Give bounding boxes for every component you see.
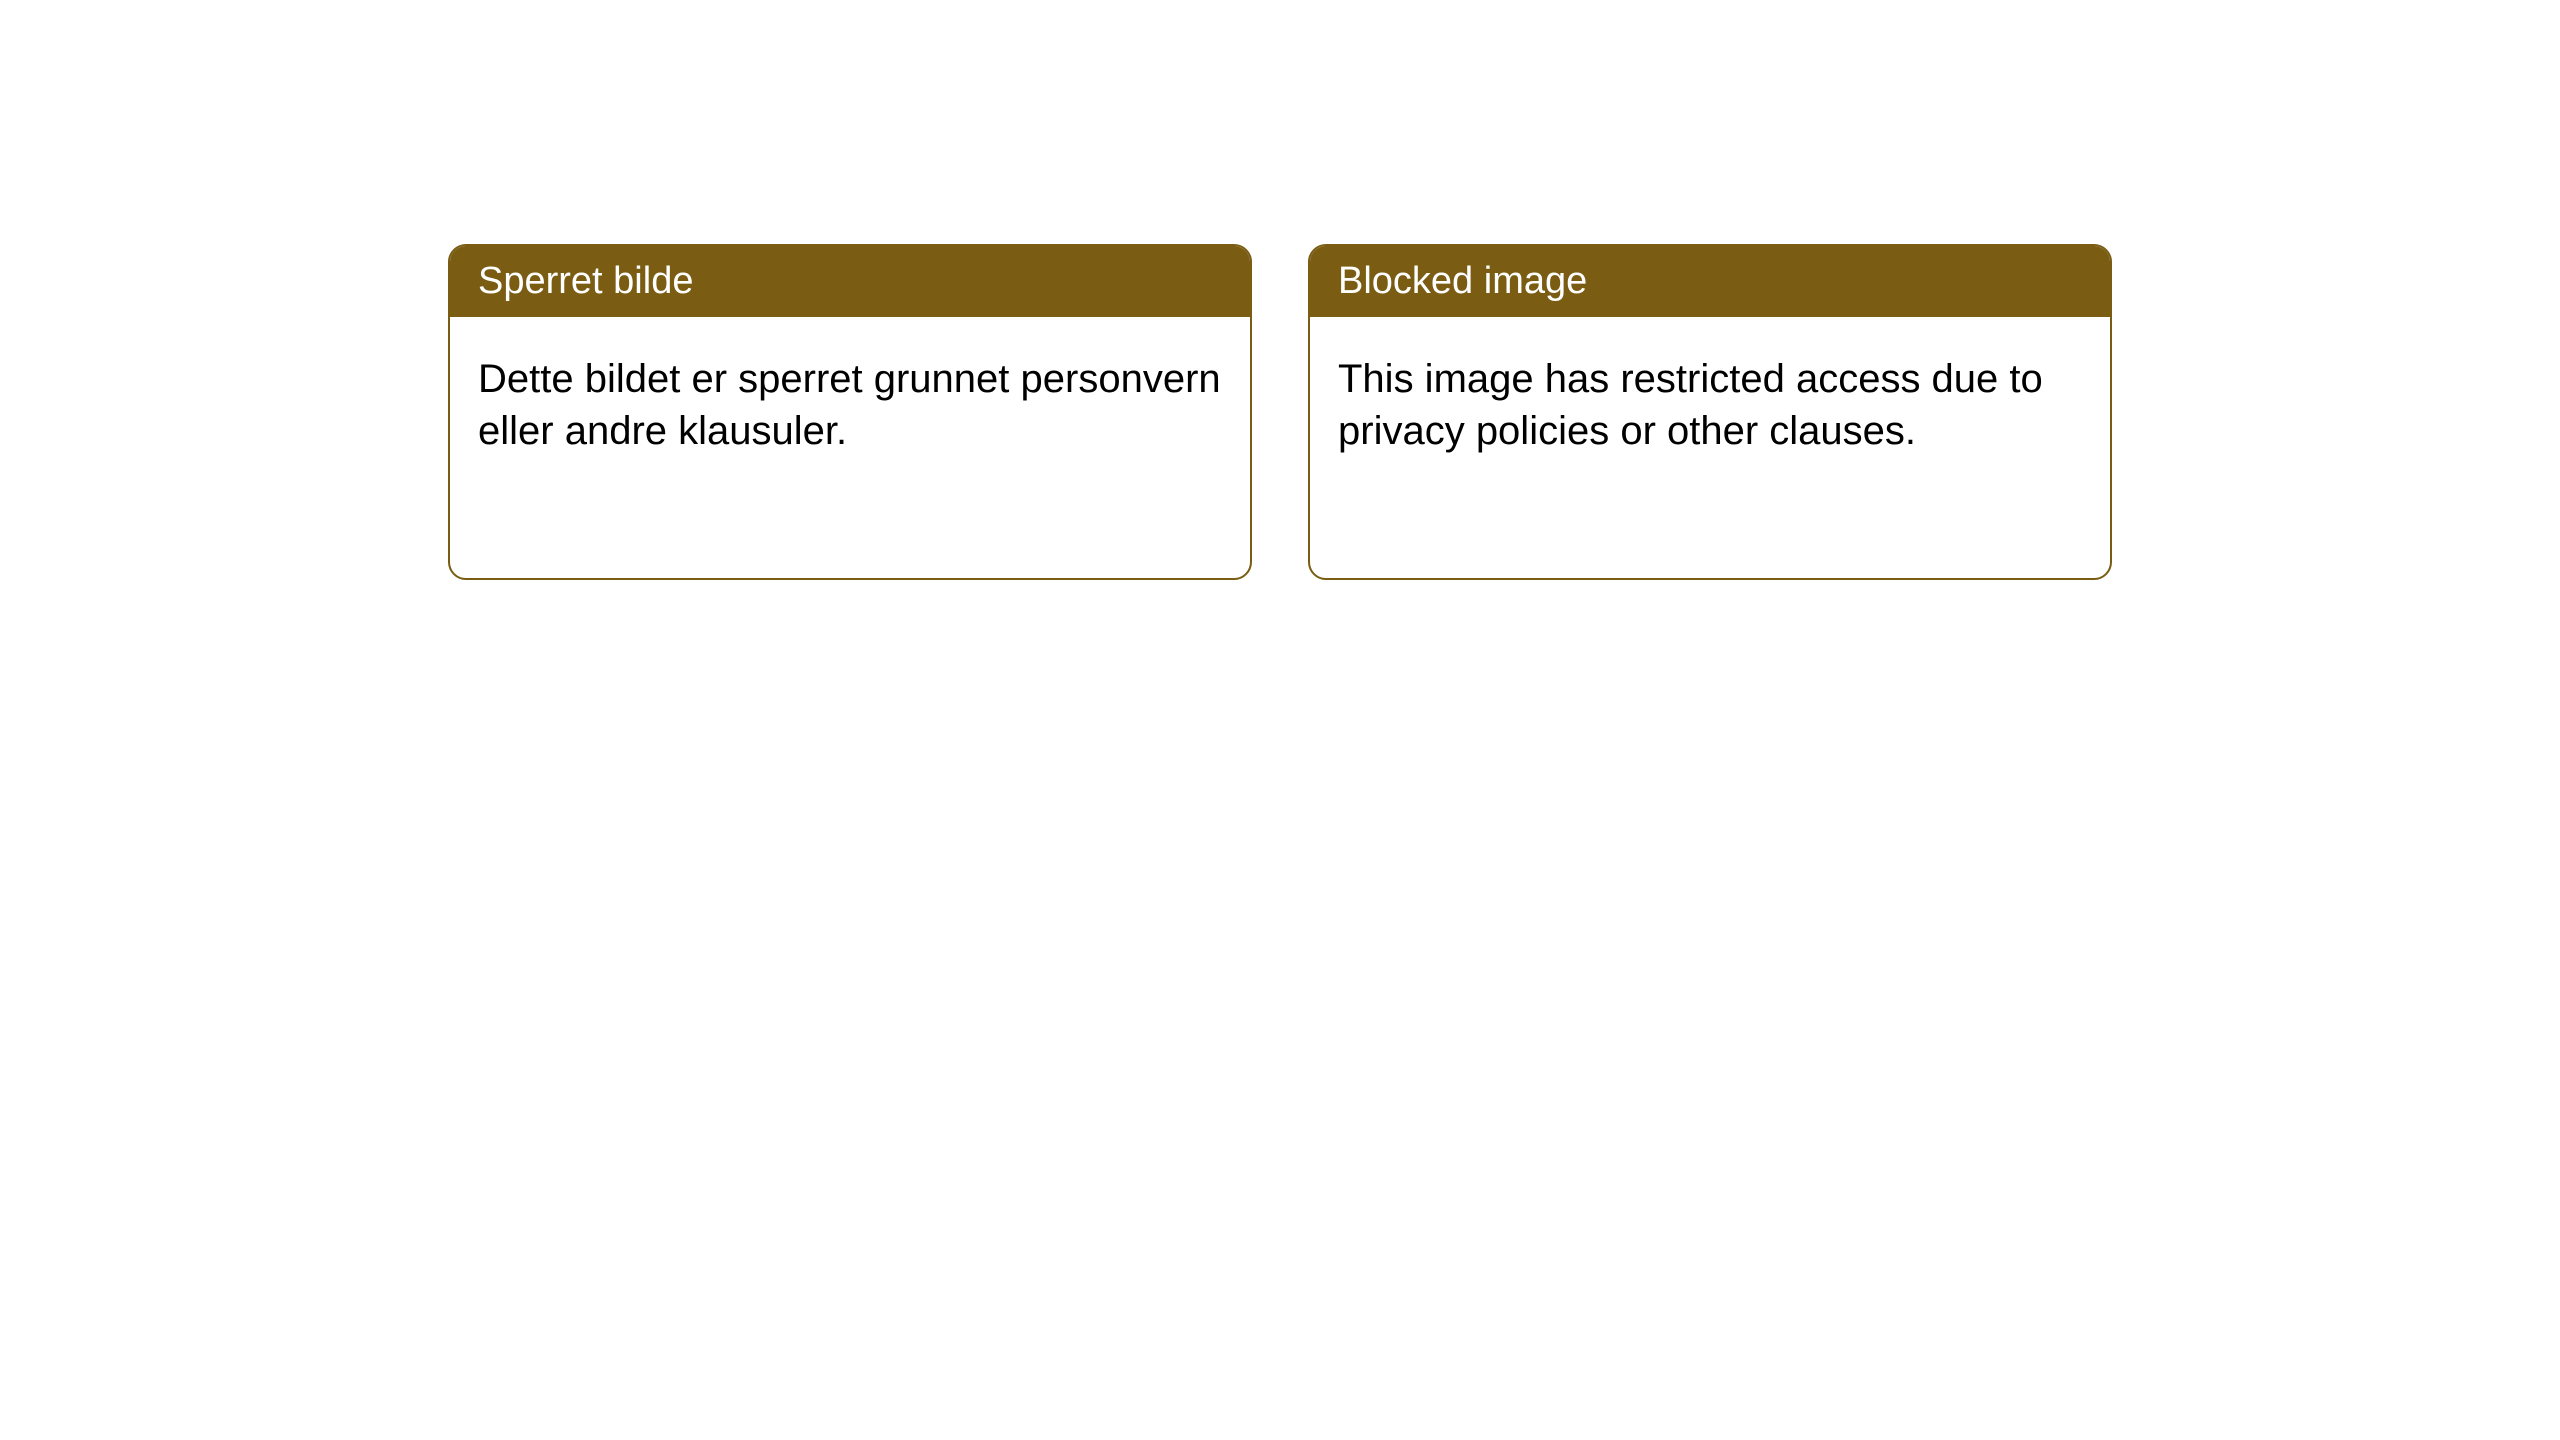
- blocked-image-card-en: Blocked image This image has restricted …: [1308, 244, 2112, 580]
- notice-container: Sperret bilde Dette bildet er sperret gr…: [0, 0, 2560, 580]
- card-body-text: Dette bildet er sperret grunnet personve…: [478, 357, 1221, 453]
- blocked-image-card-no: Sperret bilde Dette bildet er sperret gr…: [448, 244, 1252, 580]
- card-header: Sperret bilde: [450, 246, 1250, 317]
- card-body: This image has restricted access due to …: [1310, 317, 2110, 493]
- card-header: Blocked image: [1310, 246, 2110, 317]
- card-title: Sperret bilde: [478, 260, 693, 302]
- card-body: Dette bildet er sperret grunnet personve…: [450, 317, 1250, 493]
- card-body-text: This image has restricted access due to …: [1338, 357, 2043, 453]
- card-title: Blocked image: [1338, 260, 1587, 302]
